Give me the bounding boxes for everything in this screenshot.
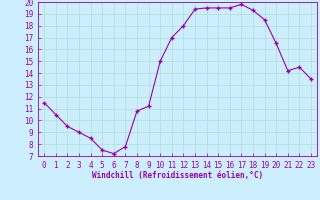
X-axis label: Windchill (Refroidissement éolien,°C): Windchill (Refroidissement éolien,°C) — [92, 171, 263, 180]
